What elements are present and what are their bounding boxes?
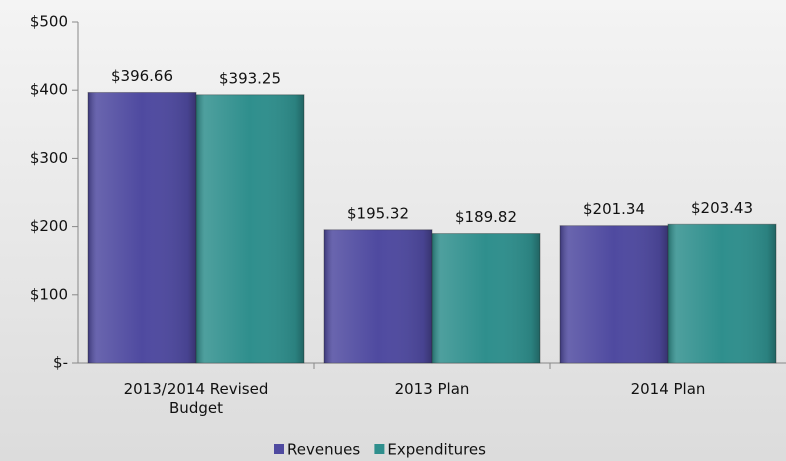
x-tick-label: 2013/2014 Revised Budget [123,380,269,417]
data-label: $201.34 [583,200,645,218]
y-tick-label: $200 [30,217,68,235]
bar-shade [196,94,304,363]
bar-shade [88,92,196,364]
data-label: $203.43 [691,199,753,217]
y-tick-label: $100 [30,285,68,303]
legend-swatch [274,444,284,454]
data-label: $396.66 [111,67,173,85]
x-tick-label: 2014 Plan [630,380,706,398]
bar-shade [560,225,668,363]
bar-shade [432,233,540,363]
bar-shade [324,229,432,363]
y-tick-label: $- [53,354,68,372]
y-tick-label: $300 [30,149,68,167]
data-label: $393.25 [219,69,281,87]
bar-shade [668,224,776,363]
legend-swatch [374,444,385,454]
y-tick-label: $400 [30,81,68,99]
data-label: $189.82 [455,208,517,226]
x-tick-label: 2013 Plan [394,380,470,398]
y-tick-label: $500 [30,13,68,31]
data-label: $195.32 [347,204,409,222]
legend-label: Revenues [287,441,360,459]
legend-label: Expenditures [387,441,486,459]
